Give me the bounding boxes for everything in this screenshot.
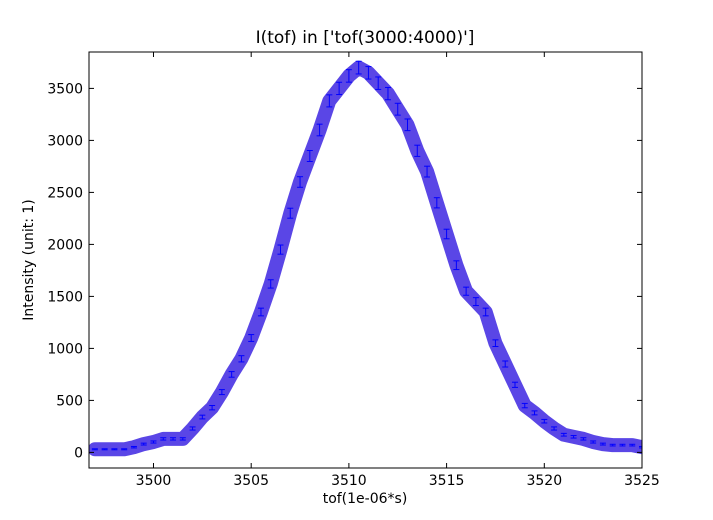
error-bar: [599, 442, 606, 446]
y-tick: 3500: [47, 81, 642, 97]
error-bar: [297, 176, 304, 188]
error-bar: [590, 440, 597, 444]
error-bar: [365, 66, 372, 80]
error-bar: [150, 440, 157, 444]
error-bar: [502, 360, 509, 368]
error-bar: [91, 448, 98, 451]
x-tick-label: 3520: [526, 473, 562, 489]
error-bar: [619, 443, 626, 447]
error-bar: [111, 448, 118, 451]
error-bar: [560, 432, 567, 437]
x-tick-label: 3500: [136, 473, 172, 489]
error-bar: [326, 94, 333, 108]
y-tick: 0: [74, 445, 642, 461]
y-tick-label: 3500: [47, 81, 83, 97]
x-tick: 3525: [624, 52, 660, 489]
error-bar: [639, 445, 642, 449]
error-bar: [433, 197, 440, 209]
error-bar: [531, 410, 538, 416]
error-bar: [287, 207, 294, 219]
error-bar: [551, 426, 558, 431]
y-tick-label: 1000: [47, 341, 83, 357]
error-bar: [521, 402, 528, 409]
error-bar: [316, 123, 323, 137]
y-tick-label: 500: [56, 393, 83, 409]
y-tick: 1500: [47, 289, 642, 305]
error-bar: [189, 426, 196, 431]
error-bar: [443, 228, 450, 240]
y-tick-label: 2500: [47, 185, 83, 201]
x-axis: 3500 3505 3510 3515 3520 3525: [136, 52, 660, 489]
error-bar: [394, 102, 401, 116]
y-tick-label: 2000: [47, 237, 83, 253]
error-bar: [453, 260, 460, 271]
y-tick-label: 3000: [47, 133, 83, 149]
y-tick-label: 0: [74, 445, 83, 461]
error-bar: [541, 418, 548, 424]
y-tick: 3000: [47, 133, 642, 149]
error-bar: [209, 404, 216, 411]
error-bar: [570, 435, 577, 439]
error-bar: [218, 389, 225, 396]
error-bar: [267, 279, 274, 289]
x-axis-label: tof(1e-06*s): [323, 491, 408, 507]
error-bar: [414, 144, 421, 157]
error-bar: [482, 307, 489, 317]
y-tick: 500: [56, 393, 642, 409]
y-tick: 1000: [47, 341, 642, 357]
x-tick: 3515: [429, 52, 465, 489]
error-bar: [629, 443, 636, 447]
error-bar: [277, 244, 284, 255]
x-tick: 3505: [233, 52, 269, 489]
error-bar: [384, 86, 391, 101]
error-bar: [179, 437, 186, 441]
error-bar: [170, 437, 177, 441]
error-bar: [463, 286, 470, 296]
error-bar: [140, 442, 147, 446]
error-bar: [257, 307, 264, 317]
error-bar: [404, 118, 411, 132]
error-bar: [345, 69, 352, 83]
error-bar: [336, 81, 343, 96]
x-tick-label: 3515: [429, 473, 465, 489]
error-bar: [306, 149, 313, 163]
error-bar: [580, 437, 587, 441]
error-bar: [238, 355, 245, 363]
error-bar: [248, 334, 255, 342]
x-tick: 3520: [526, 52, 562, 489]
y-tick: 2500: [47, 185, 642, 201]
y-tick: 2000: [47, 237, 642, 253]
x-tick: 3500: [136, 52, 172, 489]
error-bar: [472, 297, 479, 307]
x-tick-label: 3510: [331, 473, 367, 489]
error-bar: [355, 60, 362, 75]
error-bar: [492, 339, 499, 348]
error-bar: [609, 443, 616, 447]
x-tick-label: 3505: [233, 473, 269, 489]
y-tick-label: 1500: [47, 289, 83, 305]
error-bar: [228, 371, 235, 378]
error-bar: [160, 437, 167, 441]
error-bar: [130, 445, 137, 449]
x-tick-label: 3525: [624, 473, 660, 489]
y-axis: 0 500 1000 1500 2000 2500 3000 3500: [47, 81, 642, 461]
chart-title: I(tof) in ['tof(3000:4000)']: [256, 28, 475, 48]
error-bar: [375, 76, 382, 90]
x-tick: 3510: [331, 52, 367, 489]
error-bar: [199, 414, 206, 420]
error-bar: [101, 448, 108, 451]
error-bar: [511, 381, 518, 388]
y-axis-label: Intensity (unit: 1): [21, 199, 37, 321]
plot-frame: [88, 51, 643, 469]
error-bar: [424, 165, 431, 178]
data-layer: [89, 60, 642, 457]
series-line: [89, 60, 642, 457]
error-bar: [121, 448, 128, 451]
